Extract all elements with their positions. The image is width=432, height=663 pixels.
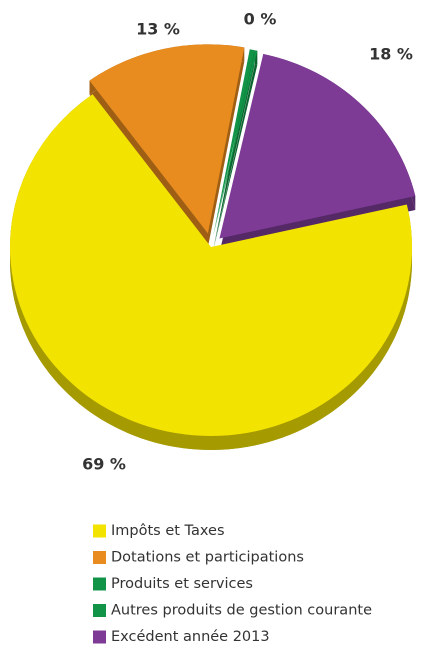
legend-swatch xyxy=(93,524,106,538)
value-label: 69 % xyxy=(82,455,126,474)
slice-side xyxy=(213,64,258,250)
slice xyxy=(213,50,258,236)
legend-swatch xyxy=(93,604,106,617)
legend-label: Excédent année 2013 xyxy=(111,629,270,645)
value-label: 18 % xyxy=(369,45,413,64)
slice xyxy=(219,54,416,239)
legend-swatch xyxy=(93,551,106,564)
slice xyxy=(89,44,245,234)
legend-swatch xyxy=(93,630,106,644)
slice xyxy=(213,49,255,236)
legend-label: Autres produits de gestion courante xyxy=(111,603,372,619)
legend-label: Dotations et participations xyxy=(111,550,304,566)
legend-swatch xyxy=(93,577,106,591)
value-label: 13 % xyxy=(136,20,180,39)
legend-label: Impôts et Taxes xyxy=(111,523,225,539)
slice-side xyxy=(213,63,255,250)
value-label: 0 % xyxy=(244,10,277,29)
legend-label: Produits et services xyxy=(111,576,253,592)
slice xyxy=(10,94,413,437)
